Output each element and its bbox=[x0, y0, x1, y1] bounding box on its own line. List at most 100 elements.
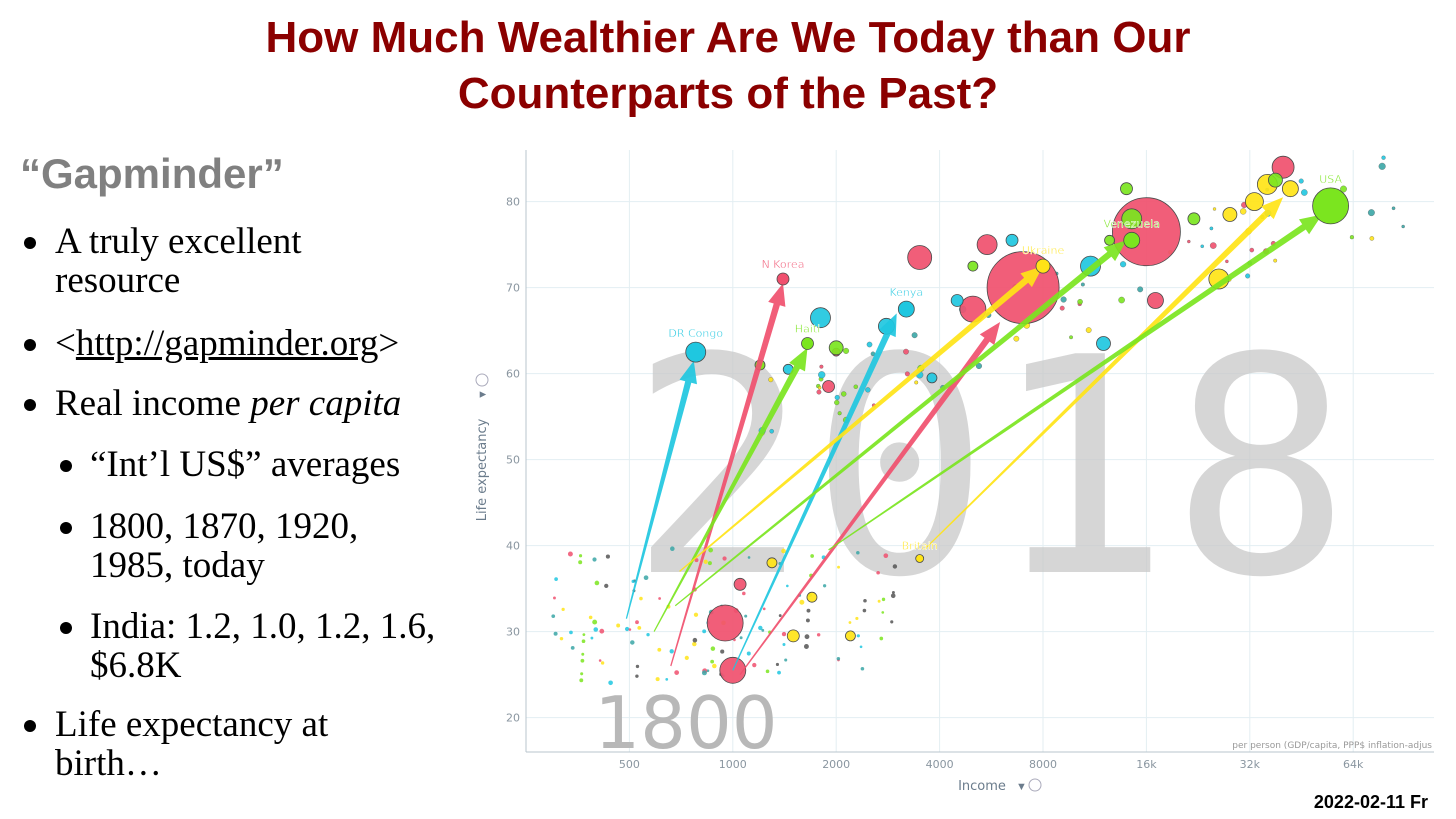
country-bubble[interactable] bbox=[822, 380, 835, 393]
background-dot bbox=[859, 645, 863, 649]
country-point[interactable] bbox=[1035, 258, 1051, 274]
background-dot bbox=[816, 633, 821, 637]
background-dot bbox=[1187, 239, 1191, 244]
background-dot bbox=[1013, 335, 1020, 342]
country-bubble[interactable] bbox=[967, 260, 979, 272]
background-dot bbox=[799, 599, 805, 605]
y-axis-title[interactable]: Life expectancy ▼ bbox=[475, 373, 490, 521]
background-dot bbox=[624, 626, 630, 632]
background-dot bbox=[777, 670, 781, 675]
background-dot bbox=[674, 670, 680, 675]
country-bubble[interactable] bbox=[1096, 336, 1111, 351]
background-dot bbox=[881, 597, 886, 602]
bullet-text: <http://gapminder.org> bbox=[55, 324, 399, 363]
bullet-dot bbox=[24, 399, 36, 411]
country-bubble[interactable] bbox=[733, 577, 747, 591]
background-dot bbox=[702, 629, 707, 634]
slide-title-line-1: How Much Wealthier Are We Today than Our bbox=[265, 13, 1191, 62]
help-icon[interactable] bbox=[475, 373, 489, 387]
background-dot bbox=[703, 559, 708, 564]
country-bubble[interactable] bbox=[766, 557, 778, 569]
x-axis-title[interactable]: Income ▼ bbox=[958, 778, 1042, 794]
y-tick-label: 70 bbox=[506, 282, 520, 295]
background-dot bbox=[1225, 259, 1229, 264]
y-tick-label: 80 bbox=[506, 196, 520, 209]
bullet-text: “Int’l US$” averages bbox=[90, 444, 401, 485]
country-bubble[interactable] bbox=[976, 234, 998, 255]
x-tick-label: 32k bbox=[1240, 758, 1261, 771]
bullet-dot bbox=[60, 622, 72, 634]
country-bubble[interactable] bbox=[1112, 197, 1181, 267]
bullet-dot bbox=[24, 339, 36, 351]
country-point[interactable] bbox=[1123, 231, 1141, 249]
country-bubble[interactable] bbox=[828, 340, 844, 356]
bullet-dot bbox=[24, 237, 36, 249]
country-bubble[interactable] bbox=[706, 604, 744, 642]
labeled-points: DR Congo N Korea Haiti Kenya Ukraine Venezuel… bbox=[668, 173, 1349, 563]
chevron-down-icon[interactable]: ▼ bbox=[1016, 781, 1027, 793]
background-dot bbox=[860, 666, 865, 671]
background-dot bbox=[837, 411, 842, 416]
country-bubble[interactable] bbox=[806, 591, 818, 603]
background-dot bbox=[883, 553, 889, 558]
background-dot bbox=[817, 386, 822, 390]
background-dot bbox=[708, 547, 714, 553]
country-label: N Korea bbox=[762, 258, 805, 271]
country-bubble[interactable] bbox=[1244, 192, 1264, 211]
background-dot bbox=[784, 658, 788, 662]
gapminder-link[interactable]: http://gapminder.org bbox=[75, 323, 379, 364]
country-point[interactable] bbox=[1312, 187, 1349, 225]
country-bubble[interactable] bbox=[810, 307, 831, 329]
bullet-dot bbox=[24, 720, 36, 732]
background-dot bbox=[720, 649, 725, 654]
country-point[interactable] bbox=[915, 554, 925, 563]
y-tick-label: 20 bbox=[506, 712, 520, 725]
trajectory-arrow bbox=[679, 266, 1043, 572]
country-bubble[interactable] bbox=[1005, 233, 1019, 247]
background-dot bbox=[877, 599, 881, 603]
background-dot bbox=[1212, 207, 1217, 211]
country-bubble[interactable] bbox=[786, 629, 800, 643]
background-dot bbox=[1378, 162, 1386, 170]
country-bubble[interactable] bbox=[1268, 172, 1283, 188]
background-dot bbox=[694, 558, 699, 563]
background-dot bbox=[810, 554, 814, 558]
country-bubble[interactable] bbox=[1104, 234, 1115, 246]
background-dot bbox=[1209, 242, 1217, 249]
background-dot bbox=[904, 371, 910, 377]
background-dot bbox=[655, 677, 660, 682]
background-dot bbox=[1298, 178, 1304, 184]
gapminder-chart[interactable]: 2018 1800 DR Congo N Korea Haiti Kenya Ukrai… bbox=[470, 140, 1456, 800]
background-dot bbox=[710, 659, 715, 664]
arrows bbox=[625, 197, 1323, 675]
background-dot bbox=[580, 672, 584, 676]
background-dot bbox=[578, 560, 583, 565]
country-bubble[interactable] bbox=[926, 372, 938, 384]
country-bubble[interactable] bbox=[1120, 182, 1133, 196]
small-year-watermark: 1800 bbox=[594, 681, 777, 765]
country-bubble[interactable] bbox=[1121, 208, 1143, 230]
chevron-down-icon[interactable]: ▼ bbox=[477, 389, 489, 400]
background-dot bbox=[553, 631, 558, 636]
country-bubble[interactable] bbox=[1187, 212, 1201, 226]
country-point[interactable] bbox=[776, 272, 790, 286]
background-dot bbox=[862, 608, 867, 613]
background-dot bbox=[778, 614, 782, 618]
trajectory-arrow bbox=[739, 322, 1001, 675]
country-bubble[interactable] bbox=[1271, 155, 1295, 179]
background-dot bbox=[747, 556, 751, 559]
background-dot bbox=[631, 579, 635, 584]
country-point[interactable] bbox=[897, 300, 915, 318]
country-bubble[interactable] bbox=[1281, 180, 1299, 198]
country-point[interactable] bbox=[685, 341, 707, 363]
country-bubble[interactable] bbox=[845, 630, 856, 642]
country-bubble[interactable] bbox=[950, 294, 964, 307]
country-bubble[interactable] bbox=[907, 245, 933, 270]
help-icon[interactable] bbox=[1028, 778, 1042, 792]
background-dot bbox=[1080, 282, 1085, 287]
background-dot bbox=[712, 663, 717, 669]
country-bubble[interactable] bbox=[1222, 207, 1238, 222]
country-point[interactable] bbox=[801, 337, 814, 350]
country-bubble[interactable] bbox=[1147, 292, 1164, 309]
x-tick-label: 16k bbox=[1136, 758, 1157, 771]
